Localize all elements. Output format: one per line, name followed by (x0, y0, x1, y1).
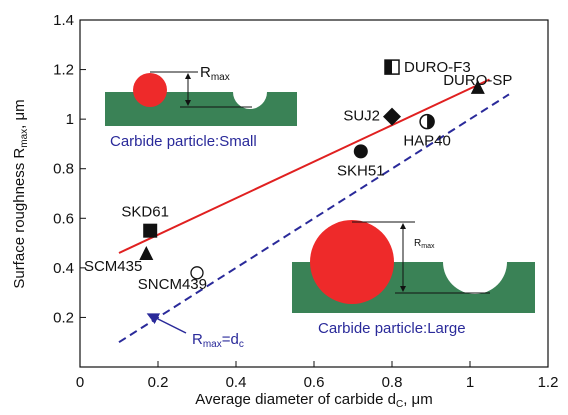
y-tick-label: 1.2 (53, 62, 74, 79)
marker (143, 224, 157, 238)
y-tick-label: 0.6 (53, 210, 74, 227)
x-tick-label: 0.2 (148, 374, 169, 391)
point-label: SCM435 (84, 258, 142, 275)
x-tick-label: 1 (466, 374, 474, 391)
y-tick-label: 1.4 (53, 12, 74, 29)
y-axis-label: Surface roughness Rmax, μm (11, 99, 30, 288)
point-label: SKD61 (121, 204, 169, 221)
marker (420, 115, 434, 129)
point-label: SNCM439 (138, 276, 207, 293)
annotation-arrow (148, 314, 186, 333)
x-tick-label: 0.4 (226, 374, 247, 391)
inset-large: Rmax Carbide particle:Large (292, 220, 535, 337)
x-axis-label: Average diameter of carbide dC, μm (195, 391, 432, 410)
marker (385, 60, 399, 74)
marker-part (385, 60, 392, 74)
inset-label: Carbide particle:Small (110, 133, 257, 150)
point-label: HAP40 (403, 133, 451, 150)
annotation: Rmax=dc (192, 331, 244, 350)
inset-label: Carbide particle:Large (318, 320, 466, 337)
inset-small: Rmax Carbide particle:Small (105, 64, 297, 150)
y-tick-label: 1 (66, 111, 74, 128)
x-tick-label: 0 (76, 374, 84, 391)
y-tick-label: 0.2 (53, 309, 74, 326)
point-label: DURO-SP (443, 72, 512, 89)
y-tick-label: 0.4 (53, 260, 74, 277)
y-tick-label: 0.8 (53, 161, 74, 178)
point-label: SKH51 (337, 162, 385, 179)
x-tick-label: 1.2 (538, 374, 559, 391)
x-tick-label: 0.8 (382, 374, 403, 391)
inset-rmax: Rmax (414, 238, 435, 250)
inset-rmax: Rmax (200, 64, 230, 83)
chart: Rmax Carbide particle:Small Rmax Carbide… (0, 0, 568, 410)
marker (354, 144, 368, 158)
x-tick-label: 0.6 (304, 374, 325, 391)
point-label: SUJ2 (343, 108, 380, 125)
